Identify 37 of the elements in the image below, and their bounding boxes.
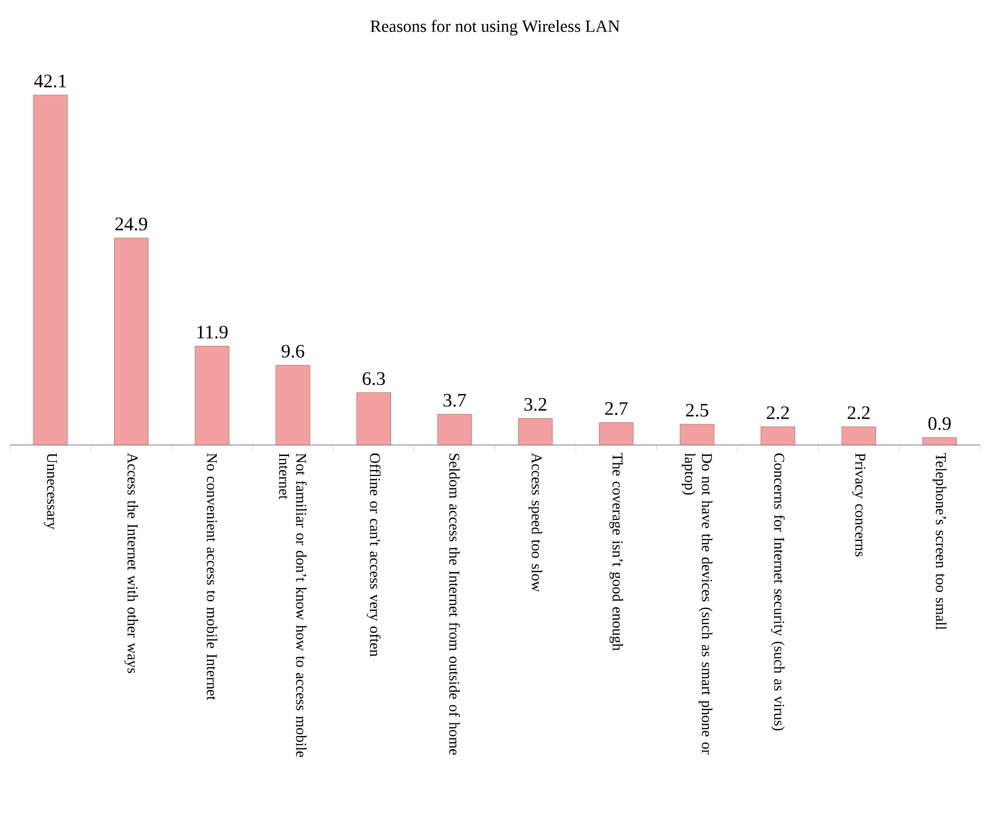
data-label: 11.9 bbox=[197, 326, 228, 339]
x-tick-label: The coverage isn’t good enough bbox=[609, 453, 624, 651]
bar bbox=[33, 94, 68, 446]
chart-title: Reasons for not using Wireless LAN bbox=[370, 20, 620, 36]
data-label: 3.7 bbox=[444, 394, 466, 407]
data-label: 2.7 bbox=[605, 402, 628, 416]
data-label: 6.3 bbox=[362, 372, 385, 386]
bar bbox=[356, 392, 391, 446]
data-label: 9.6 bbox=[282, 344, 304, 358]
bar bbox=[842, 426, 876, 446]
data-label: 24.9 bbox=[115, 218, 148, 230]
data-label: 3.2 bbox=[524, 398, 546, 411]
bar bbox=[760, 426, 796, 446]
bar bbox=[680, 424, 714, 446]
x-tick-label: Seldom access the Internet from outside of home bbox=[449, 454, 460, 755]
x-tick-label: Telephone’s screen too small bbox=[932, 453, 946, 630]
bar bbox=[194, 346, 230, 446]
data-label: 2.2 bbox=[848, 406, 870, 420]
x-tick-label: Not familiar or don’t know how to access mobile Internet bbox=[279, 453, 307, 757]
x-tick-label: Concerns for Internet security (such as virus) bbox=[771, 453, 785, 730]
x-tick-label: Offline or can't access very often bbox=[366, 453, 381, 657]
bar bbox=[437, 414, 472, 446]
bar bbox=[276, 364, 310, 446]
bar bbox=[599, 422, 634, 446]
x-tick-label: Access speed too slow bbox=[528, 452, 542, 592]
x-tick-label: Access the Internet with other ways bbox=[124, 452, 138, 674]
bar bbox=[518, 418, 553, 446]
data-label: 2.2 bbox=[766, 406, 789, 420]
bar bbox=[114, 238, 148, 446]
x-tick-label: Unnecessary bbox=[44, 453, 57, 530]
x-tick-label: No convenient access to mobile Internet bbox=[206, 453, 218, 700]
data-label: 0.9 bbox=[928, 417, 951, 430]
data-label: 42.1 bbox=[34, 74, 66, 88]
data-label: 2.5 bbox=[686, 404, 708, 417]
bar bbox=[922, 437, 957, 446]
x-tick-label: Do not have the devices (such as smart phone or laptop) bbox=[682, 453, 712, 754]
x-tick-label: Privacy concerns bbox=[852, 453, 866, 556]
